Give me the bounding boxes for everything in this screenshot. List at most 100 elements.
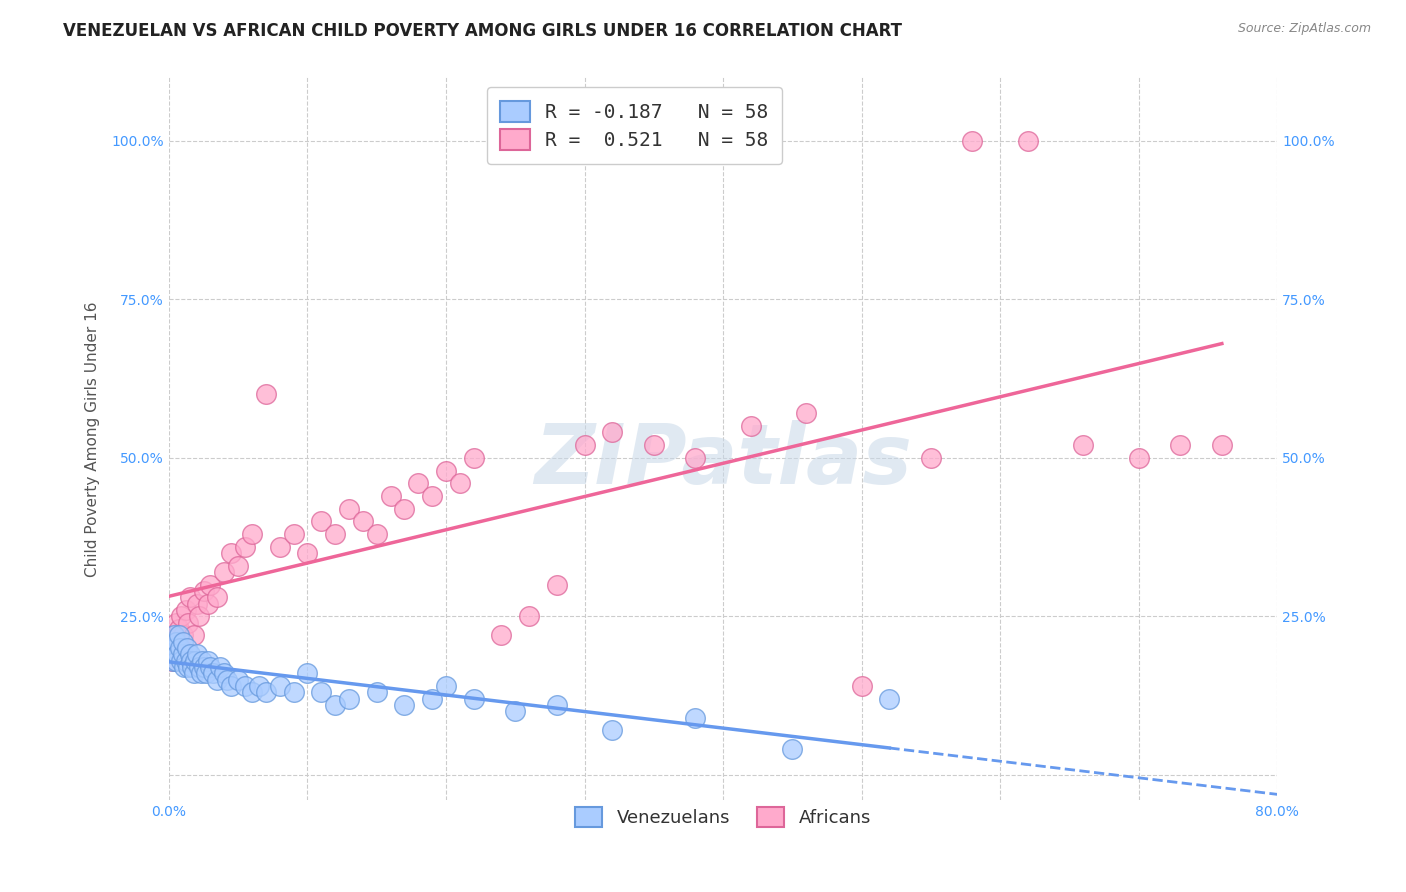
Point <box>740 419 762 434</box>
Point <box>163 628 186 642</box>
Point <box>420 691 443 706</box>
Point <box>394 698 416 712</box>
Point <box>406 476 429 491</box>
Point <box>463 450 485 465</box>
Point <box>226 673 249 687</box>
Point <box>173 660 195 674</box>
Point <box>172 648 194 662</box>
Legend: Venezuelans, Africans: Venezuelans, Africans <box>568 800 879 835</box>
Point <box>782 742 804 756</box>
Point <box>1128 450 1150 465</box>
Point <box>269 679 291 693</box>
Point <box>159 641 181 656</box>
Point <box>297 666 319 681</box>
Point <box>159 648 181 662</box>
Point <box>546 698 568 712</box>
Point <box>188 609 211 624</box>
Point <box>176 641 198 656</box>
Point <box>160 654 183 668</box>
Point <box>197 597 219 611</box>
Point <box>186 648 208 662</box>
Point <box>165 654 187 668</box>
Point <box>167 628 190 642</box>
Point <box>193 584 215 599</box>
Point <box>214 666 236 681</box>
Point <box>183 628 205 642</box>
Point <box>197 654 219 668</box>
Point <box>600 425 623 440</box>
Point <box>366 685 388 699</box>
Point <box>420 489 443 503</box>
Point <box>233 679 256 693</box>
Point <box>207 673 229 687</box>
Point <box>1071 438 1094 452</box>
Point <box>574 438 596 452</box>
Point <box>209 660 232 674</box>
Point <box>851 679 873 693</box>
Point <box>434 463 457 477</box>
Point <box>174 603 197 617</box>
Point <box>283 685 305 699</box>
Point <box>163 641 186 656</box>
Point <box>517 609 540 624</box>
Point <box>380 489 402 503</box>
Point <box>195 666 218 681</box>
Point <box>170 609 193 624</box>
Point <box>269 540 291 554</box>
Point <box>247 679 270 693</box>
Text: Source: ZipAtlas.com: Source: ZipAtlas.com <box>1237 22 1371 36</box>
Point <box>219 679 242 693</box>
Y-axis label: Child Poverty Among Girls Under 16: Child Poverty Among Girls Under 16 <box>86 301 100 576</box>
Point <box>186 597 208 611</box>
Point <box>311 514 333 528</box>
Point <box>352 514 374 528</box>
Point <box>254 685 277 699</box>
Point <box>323 527 346 541</box>
Point <box>233 540 256 554</box>
Point <box>600 723 623 738</box>
Point <box>219 546 242 560</box>
Point <box>920 450 942 465</box>
Point <box>179 648 201 662</box>
Point <box>643 438 665 452</box>
Point <box>177 615 200 630</box>
Point <box>1017 134 1039 148</box>
Point <box>546 577 568 591</box>
Point <box>240 527 263 541</box>
Point <box>179 591 201 605</box>
Point <box>311 685 333 699</box>
Point <box>794 407 817 421</box>
Point <box>337 691 360 706</box>
Point <box>337 501 360 516</box>
Point <box>491 628 513 642</box>
Point <box>685 450 707 465</box>
Point <box>394 501 416 516</box>
Text: VENEZUELAN VS AFRICAN CHILD POVERTY AMONG GIRLS UNDER 16 CORRELATION CHART: VENEZUELAN VS AFRICAN CHILD POVERTY AMON… <box>63 22 903 40</box>
Point <box>207 591 229 605</box>
Point <box>170 654 193 668</box>
Point <box>1168 438 1191 452</box>
Point <box>962 134 984 148</box>
Point <box>183 666 205 681</box>
Point <box>254 387 277 401</box>
Point <box>1211 438 1233 452</box>
Point <box>166 634 188 648</box>
Point <box>503 705 526 719</box>
Point <box>165 615 187 630</box>
Point <box>162 628 184 642</box>
Point <box>190 666 212 681</box>
Point <box>169 641 191 656</box>
Point <box>169 641 191 656</box>
Point <box>163 648 186 662</box>
Point <box>449 476 471 491</box>
Point <box>434 679 457 693</box>
Point <box>463 691 485 706</box>
Point <box>200 660 222 674</box>
Point <box>184 654 207 668</box>
Point <box>162 654 184 668</box>
Point <box>188 660 211 674</box>
Point <box>174 654 197 668</box>
Point <box>879 691 901 706</box>
Point <box>297 546 319 560</box>
Point <box>200 577 222 591</box>
